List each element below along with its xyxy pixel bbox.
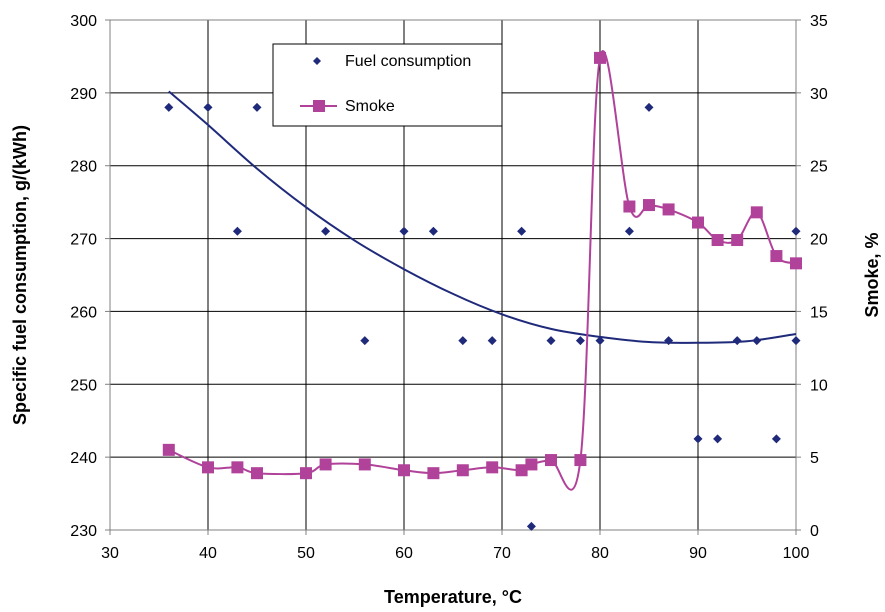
y-right-tick-label: 25 xyxy=(810,159,828,176)
fuel-trendline xyxy=(168,90,797,344)
smoke-point xyxy=(162,443,175,456)
y-right-tick-label: 35 xyxy=(810,13,828,30)
x-tick-label: 80 xyxy=(591,545,609,562)
smoke-point xyxy=(300,467,312,480)
x-tick-label: 70 xyxy=(493,545,511,562)
legend-fuel-label: Fuel consumption xyxy=(345,53,471,70)
y-right-tick-label: 10 xyxy=(810,377,828,394)
smoke-point xyxy=(770,250,783,263)
plot-border xyxy=(109,19,797,531)
y-left-tick-label: 270 xyxy=(70,232,97,249)
fuel-point xyxy=(732,336,742,346)
legend-fuel-marker xyxy=(313,57,321,65)
smoke-point xyxy=(711,234,724,247)
x-tick-label: 60 xyxy=(395,545,413,562)
smoke-point xyxy=(750,206,763,219)
smoke-point xyxy=(790,257,802,270)
smoke-point xyxy=(319,458,332,471)
y-left-tick-label: 240 xyxy=(70,450,97,467)
fuel-point xyxy=(664,336,674,346)
fuel-point xyxy=(791,336,801,346)
y-left-tick-label: 290 xyxy=(70,86,97,103)
fuel-point xyxy=(624,226,634,236)
x-tick-label: 30 xyxy=(101,545,119,562)
smoke-point xyxy=(427,467,440,480)
smoke-point xyxy=(486,461,499,474)
fuel-point xyxy=(252,102,262,112)
fuel-point xyxy=(399,226,409,236)
smoke-point xyxy=(731,234,744,247)
legend-smoke-label: Smoke xyxy=(345,98,395,115)
x-tick-label: 50 xyxy=(297,545,315,562)
fuel-point xyxy=(644,102,654,112)
ticks: 30 40 50 60 70 80 90 10023024025026027028029030… xyxy=(70,13,828,562)
fuel-point xyxy=(693,434,703,444)
fuel-point xyxy=(752,336,762,346)
fuel-point xyxy=(595,336,605,346)
smoke-point xyxy=(202,461,214,474)
legend: Fuel consumption Smoke xyxy=(272,43,503,127)
y-right-tick-label: 30 xyxy=(810,86,828,103)
fuel-point xyxy=(360,336,370,346)
fuel-point xyxy=(791,226,801,236)
y-left-axis-title: Specific fuel consumption, g/(kWh) xyxy=(10,125,30,425)
y-right-tick-label: 5 xyxy=(810,450,819,467)
smoke-point xyxy=(545,454,557,467)
smoke-point xyxy=(456,464,469,477)
y-left-tick-label: 260 xyxy=(70,304,97,321)
smoke-point xyxy=(692,216,704,229)
smoke-point xyxy=(515,464,528,477)
smoke-series xyxy=(162,50,802,491)
smoke-point xyxy=(525,458,538,471)
smoke-point xyxy=(594,51,606,64)
smoke-point xyxy=(574,454,587,467)
smoke-point xyxy=(398,464,410,477)
x-tick-label: 100 xyxy=(783,545,810,562)
y-right-tick-label: 15 xyxy=(810,304,828,321)
fuel-point xyxy=(203,102,213,112)
fuel-point xyxy=(164,102,174,112)
smoke-point xyxy=(251,467,263,480)
y-left-tick-label: 300 xyxy=(70,13,97,30)
fuel-series xyxy=(164,102,801,531)
y-left-tick-label: 230 xyxy=(70,523,97,540)
smoke-point xyxy=(358,458,371,471)
x-axis-title: Temperature, °C xyxy=(384,587,522,607)
fuel-point xyxy=(546,336,556,346)
x-tick-label: 90 xyxy=(689,545,707,562)
smoke-point xyxy=(231,461,244,474)
fuel-point xyxy=(517,226,527,236)
smoke-point xyxy=(662,203,675,216)
fuel-point xyxy=(232,226,242,236)
fuel-point xyxy=(458,336,468,346)
fuel-point xyxy=(575,336,585,346)
smoke-point xyxy=(623,200,636,213)
fuel-point xyxy=(487,336,497,346)
fuel-point xyxy=(771,434,781,444)
y-right-tick-label: 20 xyxy=(810,232,828,249)
fuel-point xyxy=(428,226,438,236)
legend-box xyxy=(272,43,503,127)
x-tick-label: 40 xyxy=(199,545,217,562)
fuel-point xyxy=(713,434,723,444)
trendline-layer xyxy=(168,90,797,344)
fuel-point xyxy=(321,226,331,236)
legend-smoke-marker xyxy=(313,100,325,112)
y-right-axis-title: Smoke, % xyxy=(862,232,882,317)
fuel-point xyxy=(526,521,536,531)
y-right-tick-label: 0 xyxy=(810,523,819,540)
y-left-tick-label: 250 xyxy=(70,377,97,394)
y-left-tick-label: 280 xyxy=(70,159,97,176)
smoke-point xyxy=(643,199,655,212)
